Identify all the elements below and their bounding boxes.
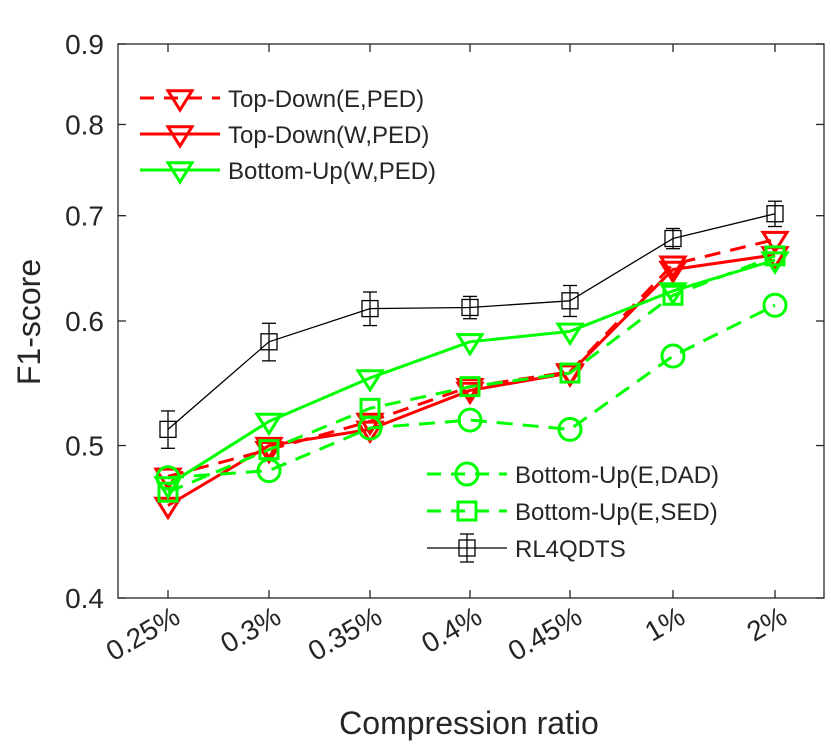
y-tick-label: 0.7 <box>65 201 104 232</box>
series-Top-Down(E,PED) <box>153 230 790 492</box>
data-point <box>159 420 177 439</box>
series-Bottom-Up(E,DAD) <box>155 292 788 491</box>
legend-entry: Top-Down(W,PED) <box>140 122 429 149</box>
data-point <box>260 333 278 351</box>
legend-marker <box>458 539 476 557</box>
legend-entry: Bottom-Up(W,PED) <box>140 158 436 185</box>
data-point <box>355 420 385 445</box>
legend-marker <box>165 161 195 185</box>
y-tick-label: 0.4 <box>65 583 104 614</box>
legend-label: Bottom-Up(W,PED) <box>228 158 436 185</box>
data-point <box>766 205 784 223</box>
legend-entry: Bottom-Up(E,DAD) <box>427 461 719 489</box>
data-point <box>561 292 579 310</box>
data-point <box>157 481 179 503</box>
data-point <box>155 465 181 491</box>
legend-marker <box>454 461 480 487</box>
legend-label: Bottom-Up(E,SED) <box>515 499 718 526</box>
y-tick-label: 0.5 <box>65 431 104 462</box>
data-point <box>459 376 481 398</box>
series-line <box>167 254 776 494</box>
x-axis: 0.25% 0.3% 0.35% 0.4% 0.45% 1% 2% <box>101 44 792 667</box>
data-point <box>555 364 585 388</box>
data-point <box>355 412 385 437</box>
data-point <box>760 251 790 275</box>
y-axis-title: F1-score <box>11 259 47 385</box>
series-layer <box>153 200 790 521</box>
legend-marker <box>456 500 478 522</box>
x-axis-title: Compression ratio <box>339 705 599 741</box>
legend-top-left: Top-Down(E,PED) Top-Down(W,PED) Bottom-Up(… <box>140 86 436 185</box>
y-tick-label: 0.9 <box>65 29 104 60</box>
data-point <box>361 299 379 318</box>
plot-border <box>117 43 825 599</box>
legend-bottom-right: Bottom-Up(E,DAD) Bottom-Up(E,SED) RL4QDTS <box>427 461 719 563</box>
y-tick-label: 0.8 <box>65 109 104 140</box>
data-point <box>254 440 284 465</box>
data-point <box>359 397 381 419</box>
data-point <box>764 245 786 267</box>
x-tick-label: 2% <box>741 600 792 647</box>
legend-label: Bottom-Up(E,DAD) <box>515 462 719 489</box>
legend-entry: Bottom-Up(E,SED) <box>427 499 718 526</box>
y-tick-label: 0.6 <box>65 306 104 337</box>
x-tick-label: 1% <box>639 600 690 647</box>
data-point <box>455 381 485 406</box>
x-tick-label: 0.35% <box>303 600 387 667</box>
series-Bottom-Up(W,PED) <box>153 251 790 500</box>
axes-frame <box>117 43 825 599</box>
legend-label: RL4QDTS <box>515 536 626 563</box>
data-point <box>660 343 686 369</box>
data-point <box>557 416 583 442</box>
legend-entry: Top-Down(E,PED) <box>140 86 424 113</box>
x-tick-label: 0.4% <box>416 600 487 659</box>
legend-marker <box>165 89 195 113</box>
legend-marker <box>165 125 195 149</box>
data-point <box>455 333 485 357</box>
data-point <box>760 230 790 255</box>
data-point <box>658 260 688 285</box>
y-axis: 0.4 0.5 0.6 0.7 0.8 0.9 <box>65 29 824 614</box>
series-Bottom-Up(E,SED) <box>157 245 786 503</box>
data-point <box>559 362 581 384</box>
data-point <box>664 229 682 248</box>
data-point <box>555 322 585 347</box>
x-tick-label: 0.45% <box>503 600 587 667</box>
data-point <box>457 407 483 433</box>
data-point <box>662 284 684 306</box>
series-RL4QDTS <box>159 200 784 449</box>
x-tick-label: 0.25% <box>101 600 185 667</box>
data-point <box>658 255 688 280</box>
data-point <box>461 298 479 317</box>
series-line <box>167 253 776 507</box>
series-line <box>167 258 776 487</box>
data-point <box>254 412 284 437</box>
legend-entry: RL4QDTS <box>427 533 626 563</box>
data-point <box>258 439 280 461</box>
data-point <box>762 292 788 318</box>
data-point <box>355 369 385 393</box>
legend-label: Top-Down(E,PED) <box>228 86 424 113</box>
legend-label: Top-Down(W,PED) <box>228 122 429 149</box>
x-tick-label: 0.3% <box>215 600 286 659</box>
